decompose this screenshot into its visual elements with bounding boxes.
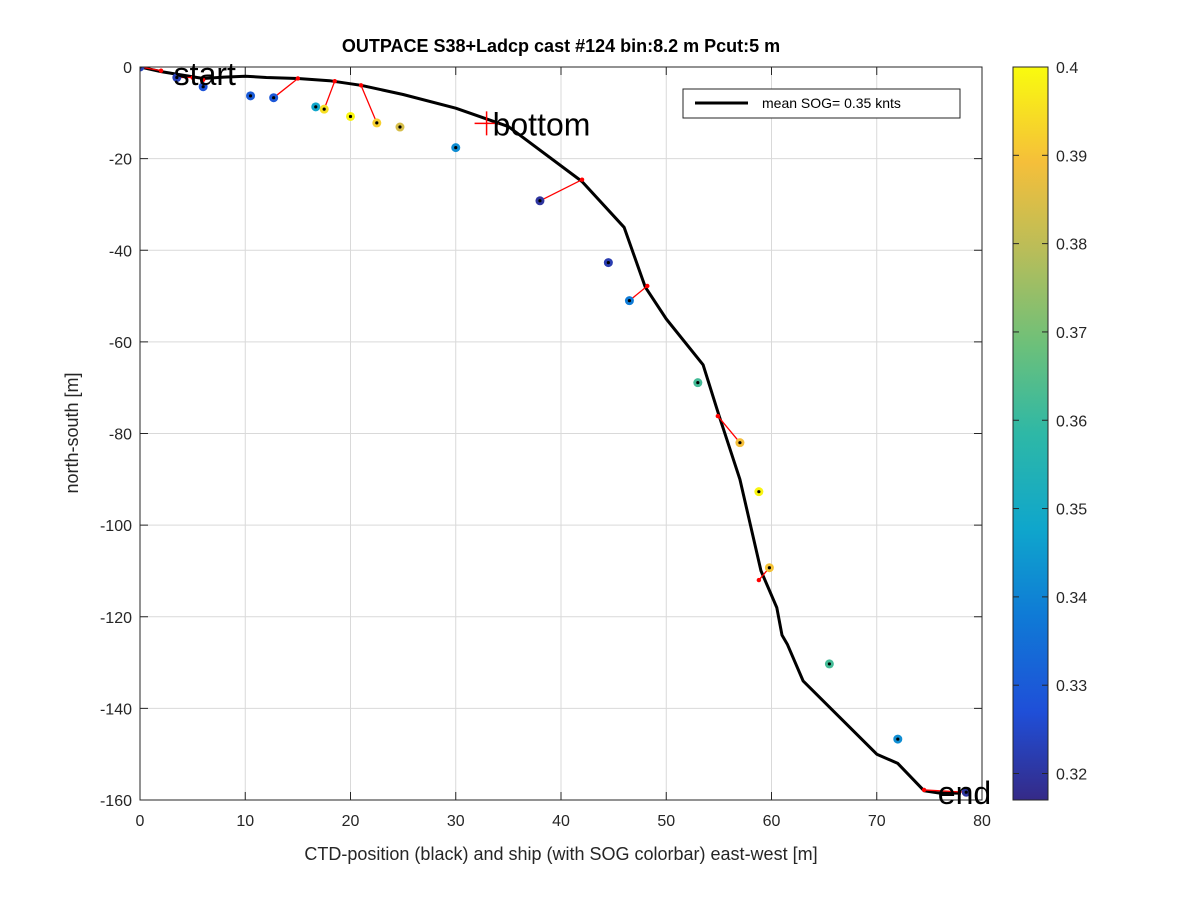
ship-point-center: [767, 566, 771, 570]
x-tick-label: 0: [136, 813, 145, 830]
annotation-bottom: bottom: [493, 106, 591, 142]
x-tick-label: 70: [868, 813, 886, 830]
colorbar-tick-label: 0.32: [1056, 767, 1087, 784]
ctd-link-point: [190, 75, 195, 80]
annotation-end: end: [938, 775, 991, 811]
annotation-start: start: [174, 56, 236, 92]
colorbar-gradient: [1012, 66, 1049, 801]
ship-point-center: [738, 441, 742, 445]
y-tick-label: 0: [123, 60, 132, 77]
ctd-ship-link: [924, 789, 967, 793]
ctd-ship-links: [140, 67, 967, 793]
x-tick-label: 80: [973, 813, 991, 830]
y-tick-label: -80: [109, 427, 132, 444]
ctd-link-point: [358, 83, 364, 88]
colorbar-tick-label: 0.39: [1056, 148, 1087, 165]
legend-label: mean SOG= 0.35 knts: [762, 95, 901, 111]
ctd-ship-link: [539, 179, 583, 202]
annotations: start bottom end: [174, 56, 992, 811]
colorbar-tick-label: 0.38: [1056, 237, 1087, 254]
x-tick-label: 50: [657, 813, 675, 830]
x-tick-label: 20: [342, 813, 360, 830]
x-axis-label: CTD-position (black) and ship (with SOG …: [304, 844, 817, 864]
y-tick-label: -40: [109, 243, 132, 260]
colorbar-tick-label: 0.4: [1056, 60, 1078, 77]
ship-point-center: [538, 199, 542, 203]
ship-point-center: [454, 146, 458, 150]
ship-positions: [140, 67, 971, 797]
x-axis-ticks: 0 10 20 30 40 50 60 70 80: [136, 67, 991, 830]
ship-point-center: [964, 790, 968, 794]
y-axis-label: north-south [m]: [62, 372, 82, 493]
y-tick-label: -60: [109, 335, 132, 352]
ship-point-center: [375, 121, 379, 125]
ctd-link-point: [332, 79, 337, 84]
ship-point-center: [398, 125, 402, 129]
ship-point-center: [248, 94, 253, 98]
colorbar-tick-label: 0.35: [1056, 502, 1087, 519]
colorbar-tick-label: 0.36: [1056, 413, 1087, 430]
colorbar: 0.32 0.33 0.34 0.35 0.36 0.37 0.38 0.39 0.4: [1012, 60, 1087, 801]
plot-frame: [139, 66, 983, 801]
y-tick-label: -20: [109, 152, 132, 169]
ctd-ship-link: [360, 85, 378, 124]
ctd-ship-link: [273, 77, 299, 99]
colorbar-tick-label: 0.33: [1056, 678, 1087, 695]
ship-point-center: [606, 261, 610, 265]
x-tick-label: 10: [236, 813, 254, 830]
ship-point-center: [272, 96, 276, 100]
ctd-link-point: [645, 283, 650, 289]
ship-point-center: [896, 737, 900, 741]
y-tick-label: -120: [100, 610, 132, 627]
y-tick-label: -100: [100, 518, 132, 535]
grid: [140, 67, 982, 800]
colorbar-tick-label: 0.37: [1056, 325, 1087, 342]
ctd-link-point: [158, 68, 164, 73]
ship-point-center: [627, 299, 632, 303]
y-tick-label: -160: [100, 793, 132, 810]
ctd-link-point: [200, 77, 206, 83]
legend: mean SOG= 0.35 knts: [682, 88, 961, 119]
x-tick-label: 30: [447, 813, 465, 830]
ship-point-center: [314, 105, 318, 109]
ship-point-center: [757, 490, 761, 494]
y-axis-ticks: 0 -20 -40 -60 -80 -100 -120 -140 -160: [100, 60, 982, 810]
y-tick-label: -140: [100, 701, 132, 718]
ship-point-center: [827, 662, 831, 666]
ctd-link-point: [921, 787, 927, 793]
colorbar-tick-label: 0.34: [1056, 590, 1087, 607]
bottom-marker: [474, 111, 499, 136]
x-tick-label: 60: [763, 813, 781, 830]
ctd-link-point: [579, 177, 585, 182]
legend-box: [682, 88, 961, 119]
ship-point-center: [322, 107, 326, 111]
ctd-ship-link: [717, 415, 741, 444]
ctd-ship-link: [323, 80, 336, 110]
x-tick-label: 40: [552, 813, 570, 830]
chart-title: OUTPACE S38+Ladcp cast #124 bin:8.2 m Pc…: [342, 36, 780, 56]
ship-point-center: [175, 75, 179, 80]
ctd-link-point: [295, 76, 301, 81]
ship-point-center: [348, 114, 353, 119]
ctd-link-point: [756, 577, 762, 583]
ship-point-center: [201, 85, 205, 89]
ship-point-center: [696, 381, 700, 385]
colorbar-ticks: 0.32 0.33 0.34 0.35 0.36 0.37 0.38 0.39 0.4: [1013, 60, 1087, 784]
ctd-link-point: [715, 413, 721, 419]
